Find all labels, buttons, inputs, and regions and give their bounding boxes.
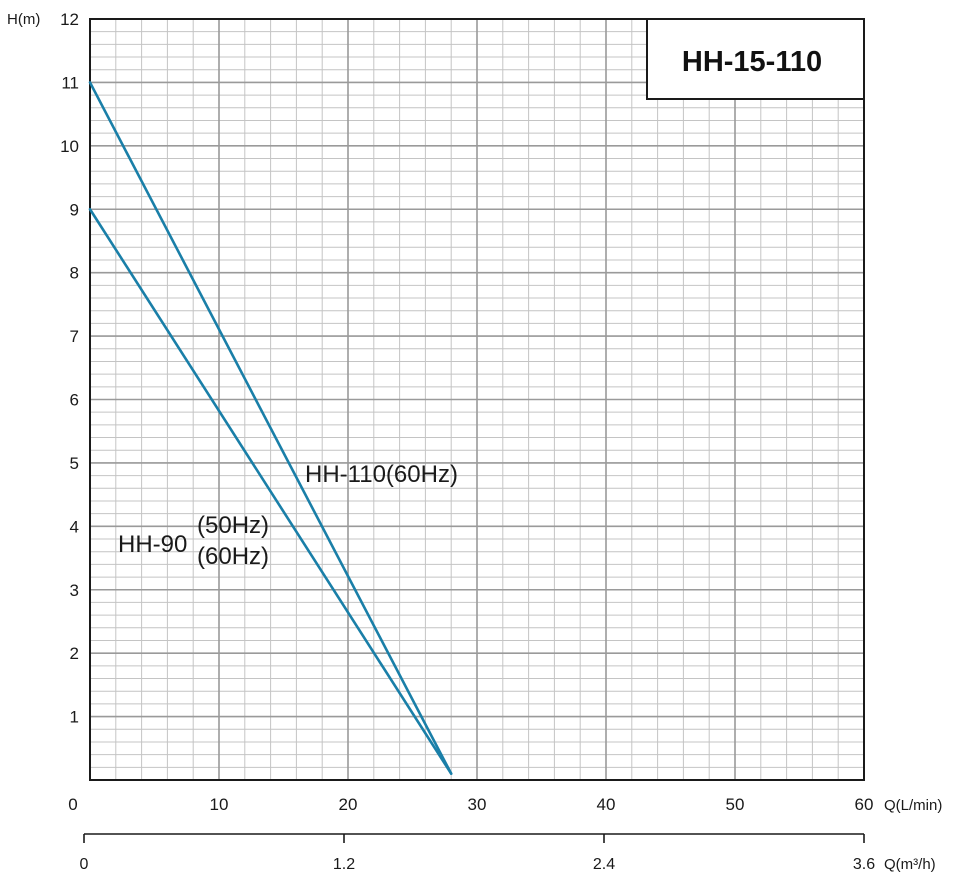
y-tick-label: 2	[70, 644, 79, 663]
x2-tick-label: 2.4	[593, 856, 615, 873]
y-tick-label: 5	[70, 454, 79, 473]
y-axis-label: H(m)	[7, 11, 40, 28]
x-tick-label: 30	[468, 795, 487, 814]
y-tick-label: 10	[60, 137, 79, 156]
x-tick-label: 50	[726, 795, 745, 814]
series-line-hh90	[88, 207, 453, 775]
x-tick-label: 10	[210, 795, 229, 814]
y-tick-label: 4	[70, 517, 79, 536]
y-tick-label: 7	[70, 327, 79, 346]
x2-tick-label: 1.2	[333, 856, 355, 873]
series-line-hh110	[88, 81, 453, 775]
x2-tick-label: 3.6	[853, 856, 875, 873]
label-hh90-60hz: (60Hz)	[197, 543, 269, 570]
secondary-x-axis: 0 1.2 2.4 3.6	[80, 833, 875, 873]
y-tick-label: 3	[70, 581, 79, 600]
label-hh110: HH-110(60Hz)	[305, 461, 458, 488]
label-hh90: HH-90	[118, 531, 187, 558]
y-tick-label: 1	[70, 708, 79, 727]
title-box	[646, 18, 865, 100]
x2-axis-label: Q(m³/h)	[884, 856, 936, 873]
y-tick-label: 11	[61, 73, 79, 92]
y-tick-label: 6	[70, 391, 79, 410]
x-tick-label: 40	[597, 795, 616, 814]
label-hh90-50hz: (50Hz)	[197, 512, 269, 539]
x-tick-labels: 0 10 20 30 40 50 60	[68, 795, 873, 814]
x-tick-label: 0	[68, 795, 77, 814]
y-tick-label: 8	[70, 264, 79, 283]
chart-title: HH-15-110	[682, 46, 822, 78]
plot-frame	[89, 18, 865, 781]
series-layer	[88, 81, 453, 775]
y-tick-label: 12	[60, 10, 79, 29]
y-tick-label: 9	[70, 200, 79, 219]
x-axis-label: Q(L/min)	[884, 797, 942, 814]
x2-tick-label: 0	[80, 856, 89, 873]
x-tick-label: 60	[855, 795, 874, 814]
grid-major	[90, 19, 864, 780]
x-tick-label: 20	[339, 795, 358, 814]
